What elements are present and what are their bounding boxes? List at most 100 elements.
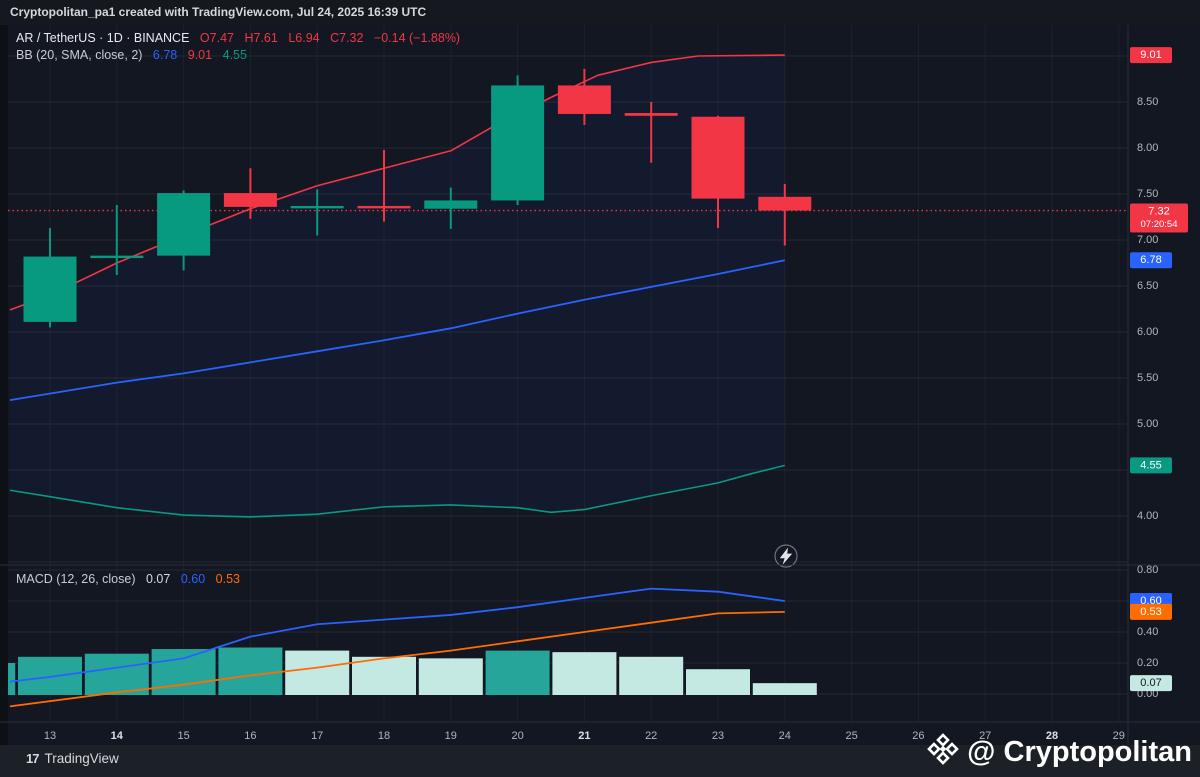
cryptopolitan-logo-icon	[926, 733, 960, 771]
macd-signal-value: 0.53	[215, 572, 240, 586]
bb-upper-value: 9.01	[187, 48, 213, 62]
macd-params: (12, 26, close)	[56, 572, 136, 586]
bollinger-upper-line	[9, 54, 785, 311]
macd-bar-19[interactable]	[418, 658, 483, 695]
bollinger-lower-line	[9, 464, 785, 518]
bb-basis-value: 6.78	[152, 48, 178, 62]
ohlc-low: L6.94	[288, 31, 320, 45]
header-title: Cryptopolitan_pa1 created with TradingVi…	[10, 5, 427, 19]
macd-signal-line	[9, 610, 785, 708]
left-margin-strip	[0, 25, 8, 745]
candle-body	[624, 113, 678, 116]
candle-body	[424, 200, 478, 209]
axis-badge	[1130, 603, 1172, 620]
macd-bar-21[interactable]	[552, 652, 617, 695]
time-tick-label: 23	[712, 730, 724, 742]
axis-badge	[1130, 252, 1172, 269]
macd-bar-22[interactable]	[619, 656, 684, 695]
bollinger-basis-line	[9, 259, 785, 401]
bb-lower-value: 4.55	[222, 48, 247, 62]
watermark-text: @ Cryptopolitan	[967, 735, 1192, 768]
macd-bar-24[interactable]	[752, 683, 817, 695]
candle-24[interactable]	[758, 183, 812, 246]
macd-histogram	[0, 647, 817, 696]
candle-21[interactable]	[557, 68, 611, 125]
macd-bar-12[interactable]	[0, 663, 16, 695]
candle-16[interactable]	[223, 168, 277, 219]
time-tick-label: 17	[311, 730, 323, 742]
time-tick-label: 16	[244, 730, 256, 742]
bollinger-band-fill	[9, 55, 785, 517]
tradingview-logo-icon: 17	[26, 751, 40, 766]
ohlc-high: H7.61	[244, 31, 278, 45]
price-tick-label: 5.00	[1137, 418, 1158, 430]
bar-countdown: 07:20:54	[1141, 219, 1178, 230]
time-tick-label: 14	[111, 730, 124, 742]
price-tick-label: 8.00	[1137, 142, 1158, 154]
price-axis[interactable]: 8.50 8.00 7.50 7.00 6.50 6.00 5.50 5.00 4.00 9.01…	[1130, 47, 1188, 700]
candle-23[interactable]	[691, 115, 745, 229]
candle-body	[491, 85, 545, 201]
price-tick-label: 4.00	[1137, 510, 1158, 522]
candle-body	[290, 205, 344, 209]
candle-18[interactable]	[357, 149, 411, 222]
candle-body	[691, 116, 745, 199]
time-tick-label: 19	[445, 730, 457, 742]
candle-body	[223, 193, 277, 207]
time-tick-label: 24	[779, 730, 791, 742]
price-tick-label: 7.00	[1137, 234, 1158, 246]
macd-bar-18[interactable]	[352, 656, 416, 695]
macd-legend[interactable]: MACD (12, 26, close) 0.07 0.60 0.53	[16, 571, 240, 587]
macd-tick-label: 0.20	[1137, 657, 1158, 669]
axis-badge-label: 0.53	[1140, 606, 1161, 618]
price-tick-label: 5.50	[1137, 372, 1158, 384]
chart-header: Cryptopolitan_pa1 created with TradingVi…	[0, 0, 1200, 25]
candle-body	[357, 205, 411, 209]
macd-bar-20[interactable]	[485, 650, 550, 695]
macd-tick-label: 0.80	[1137, 564, 1158, 576]
ohlc-close: C7.32	[330, 31, 364, 45]
axis-badge	[1130, 675, 1172, 692]
macd-bar-16[interactable]	[218, 647, 283, 696]
candle-body	[157, 193, 211, 256]
candle-13[interactable]	[23, 228, 77, 328]
symbol-legend[interactable]: AR / TetherUS · 1D · BINANCE O7.47 H7.61…	[16, 30, 460, 64]
time-axis[interactable]: 13 14 15 16 17 18 19 20 21 22 23 24 25 26 27 28 29	[44, 730, 1125, 742]
axis-badge	[1130, 457, 1172, 474]
time-tick-label: 26	[912, 730, 924, 742]
cryptopolitan-logo-svg	[927, 733, 960, 765]
macd-bar-13[interactable]	[18, 656, 82, 695]
candle-body	[758, 196, 812, 211]
macd-bar-23[interactable]	[686, 669, 750, 695]
ohlc-open: O7.47	[199, 31, 234, 45]
candle-17[interactable]	[290, 189, 344, 236]
time-tick-label: 13	[44, 730, 56, 742]
candle-body	[90, 255, 144, 259]
macd-bar-17[interactable]	[285, 650, 350, 695]
candle-15[interactable]	[157, 190, 211, 271]
ohlc-legend-row[interactable]: AR / TetherUS · 1D · BINANCE O7.47 H7.61…	[16, 30, 460, 47]
price-tick-label: 6.50	[1137, 280, 1158, 292]
axis-badge-label: 9.01	[1140, 49, 1161, 61]
axis-badge-label: 6.78	[1140, 254, 1161, 266]
candle-body	[23, 256, 77, 322]
macd-label: MACD	[16, 572, 53, 586]
candle-19[interactable]	[424, 187, 478, 229]
candle-14[interactable]	[90, 205, 144, 275]
candle-body	[557, 85, 611, 114]
tradingview-brand-link[interactable]: 17 TradingView	[26, 751, 119, 766]
chart-background	[0, 25, 1200, 745]
price-tick-label: 8.50	[1137, 96, 1158, 108]
last-price-badge	[1130, 203, 1188, 233]
macd-bar-14[interactable]	[84, 653, 149, 695]
axis-badge-label: 0.07	[1140, 677, 1161, 689]
bb-legend-row[interactable]: BB (20, SMA, close, 2) 6.78 9.01 4.55	[16, 47, 460, 64]
lightning-marker-button[interactable]	[774, 544, 798, 568]
plot-area[interactable]	[0, 25, 1128, 722]
candle-22[interactable]	[624, 102, 678, 163]
bb-label: BB (20, SMA, close, 2)	[16, 48, 143, 62]
axis-badge	[1130, 47, 1172, 64]
candle-20[interactable]	[491, 75, 545, 206]
